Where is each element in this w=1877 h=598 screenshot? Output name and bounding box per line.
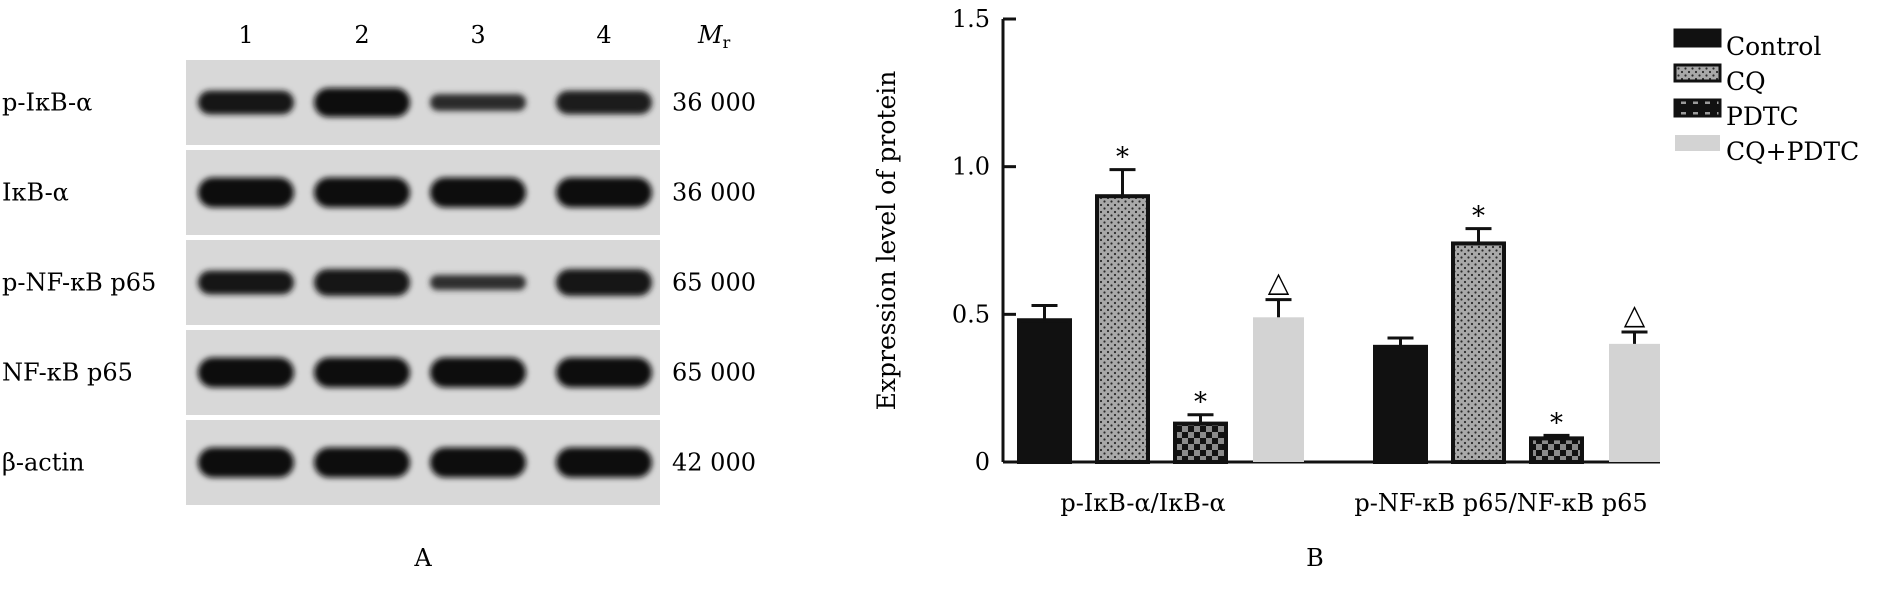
blot-band xyxy=(556,269,652,296)
blot-band xyxy=(198,90,294,115)
molecular-weight: 65 000 xyxy=(672,269,756,297)
legend-label: Control xyxy=(1726,32,1821,61)
legend-swatch xyxy=(1673,98,1722,118)
blot-band xyxy=(314,269,410,296)
blot-band xyxy=(198,177,294,208)
x-category-label: p-NF-κB p65/NF-κB p65 xyxy=(1354,489,1647,517)
blot-band xyxy=(556,447,652,478)
blot-band xyxy=(198,447,294,478)
legend-swatch xyxy=(1675,135,1720,151)
protein-label: p-IκB-α xyxy=(2,89,92,117)
significance-mark: * xyxy=(1116,143,1129,173)
significance-mark: △ xyxy=(1624,298,1646,331)
protein-label: p-NF-κB p65 xyxy=(2,269,156,297)
blot-band xyxy=(198,357,294,388)
protein-label: β-actin xyxy=(2,449,85,477)
molecular-weight: 65 000 xyxy=(672,359,756,387)
bar-control xyxy=(1373,344,1428,465)
significance-mark: * xyxy=(1550,408,1563,438)
blot-band xyxy=(430,357,526,388)
blot-band xyxy=(430,177,526,208)
legend-swatch xyxy=(1673,28,1722,48)
bar-cq xyxy=(1095,194,1150,464)
lane-label-2: 2 xyxy=(354,21,369,49)
blot-band xyxy=(556,90,652,115)
significance-mark: △ xyxy=(1268,266,1290,299)
bar-pdtc xyxy=(1173,421,1228,464)
bar-control xyxy=(1017,318,1072,464)
blot-band xyxy=(314,88,410,117)
legend-label: CQ xyxy=(1726,67,1766,96)
panel-b-label: B xyxy=(1306,544,1324,572)
blot-band xyxy=(430,274,526,291)
blot-band xyxy=(198,270,294,295)
legend-label: CQ+PDTC xyxy=(1726,137,1859,166)
bar-cq xyxy=(1451,241,1506,464)
y-tick-label: 1.0 xyxy=(952,153,990,181)
legend-label: PDTC xyxy=(1726,102,1799,131)
y-axis-title: Expression level of protein xyxy=(872,71,901,411)
x-category-label: p-IκB-α/IκB-α xyxy=(1060,489,1225,517)
blot-band xyxy=(556,357,652,388)
bar-cq-pdtc xyxy=(1609,343,1660,462)
y-tick-label: 0.5 xyxy=(952,300,990,328)
bar-pdtc xyxy=(1529,436,1584,464)
molecular-weight: 36 000 xyxy=(672,89,756,117)
blot-band xyxy=(430,447,526,478)
blot-band xyxy=(314,177,410,208)
legend-swatch xyxy=(1673,63,1722,83)
blot-band xyxy=(556,177,652,208)
lane-label-4: 4 xyxy=(596,21,611,49)
y-tick-label: 1.5 xyxy=(952,5,990,33)
protein-label: NF-κB p65 xyxy=(2,359,133,387)
significance-mark: * xyxy=(1472,202,1485,232)
mr-label: Mr xyxy=(697,21,731,52)
blot-band xyxy=(314,357,410,388)
molecular-weight: 42 000 xyxy=(672,449,756,477)
blot-band xyxy=(314,447,410,478)
blot-band xyxy=(430,94,526,111)
molecular-weight: 36 000 xyxy=(672,179,756,207)
bar-chart-panel: 0 0.5 1.0 1.5 Expression level of protein * * △… xyxy=(872,5,1859,517)
western-blot-panel: 1 2 3 4 Mr p-IκB-α 36 000 IκB-α 36 000 p-NF-κB p6… xyxy=(2,21,756,505)
protein-label: IκB-α xyxy=(2,179,69,207)
y-tick-label: 0 xyxy=(975,448,990,476)
panel-a-label: A xyxy=(413,544,432,572)
significance-mark: * xyxy=(1194,388,1207,418)
bar-cq-pdtc xyxy=(1253,317,1304,462)
lane-label-1: 1 xyxy=(238,21,253,49)
lane-label-3: 3 xyxy=(470,21,485,49)
